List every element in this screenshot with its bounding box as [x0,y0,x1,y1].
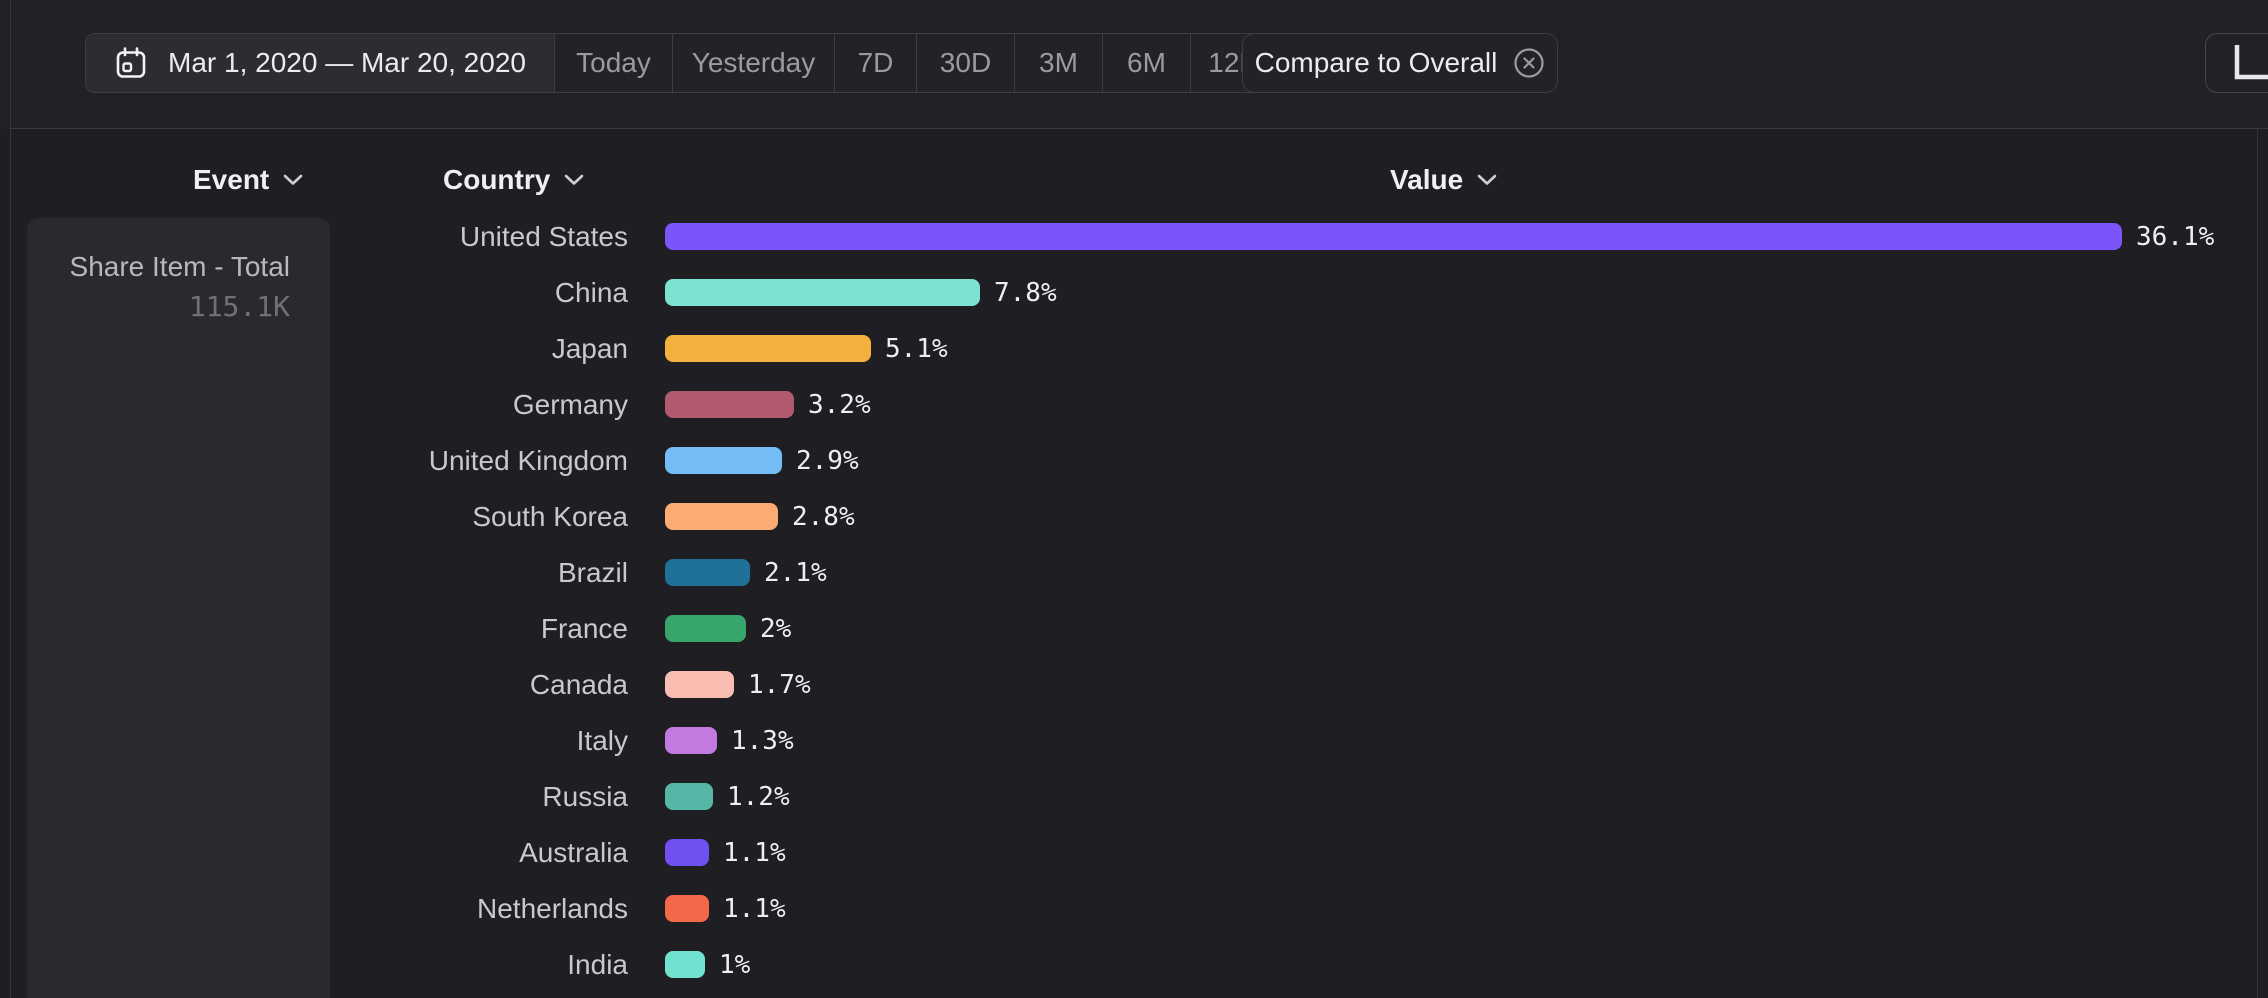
country-label: Japan [551,333,628,364]
value-header-label: Value [1390,164,1464,195]
event-header-label: Event [193,164,270,195]
value-label: 1.1% [723,838,786,868]
country-label: China [554,277,628,308]
country-header-label: Country [443,164,551,195]
country-label: Germany [512,389,628,420]
event-total: 115.1K [188,290,290,323]
value-bar[interactable] [665,223,2122,250]
date-range-group: Mar 1, 2020 — Mar 20, 2020 Today Yesterd… [85,33,1281,93]
value-bar[interactable] [665,279,980,306]
value-label: 1% [719,950,751,980]
value-label: 1.3% [731,726,794,756]
value-label: 5.1% [885,334,948,364]
date-range-label: Mar 1, 2020 — Mar 20, 2020 [168,47,526,78]
country-label: France [540,613,628,644]
table-row: Germany 3.2% [0,389,2268,420]
value-bar[interactable] [665,503,778,530]
toolbar: Mar 1, 2020 — Mar 20, 2020 Today Yesterd… [0,0,2268,129]
preset-yesterday-button[interactable]: Yesterday [673,34,835,92]
value-label: 7.8% [994,278,1057,308]
value-bar[interactable] [665,447,782,474]
country-label: Italy [576,725,628,756]
table-row: France 2% [0,613,2268,644]
value-label: 2.9% [796,446,859,476]
compare-to-overall-button[interactable]: Compare to Overall [1242,33,1558,93]
country-label: South Korea [472,501,628,532]
chevron-down-icon [283,174,303,186]
circle-x-icon[interactable] [1513,47,1545,79]
table-row: Australia 1.1% [0,837,2268,868]
preset-3m-button[interactable]: 3M [1015,34,1103,92]
chart-type-button[interactable] [2205,33,2268,93]
panel-left-border [10,0,11,998]
value-label: 3.2% [808,390,871,420]
value-bar[interactable] [665,727,717,754]
value-bar[interactable] [665,895,709,922]
country-label: United States [459,221,628,252]
country-label: Brazil [557,557,628,588]
event-card[interactable]: Share Item - Total 115.1K [27,218,330,998]
event-name: Share Item - Total [69,251,290,282]
country-label: Canada [529,669,628,700]
value-bar[interactable] [665,559,750,586]
value-bar[interactable] [665,615,746,642]
content-right-border [2257,129,2258,998]
value-bar[interactable] [665,839,709,866]
column-header-value[interactable]: Value [1390,160,1497,200]
column-header-event[interactable]: Event [193,160,303,200]
value-bar[interactable] [665,391,794,418]
table-row: Brazil 2.1% [0,557,2268,588]
country-label: Russia [542,781,628,812]
table-row: Italy 1.3% [0,725,2268,756]
toolbar-divider [10,128,2268,129]
preset-6m-button[interactable]: 6M [1103,34,1191,92]
breakdown-table: Event Country Value Share Item - Total 1… [0,129,2268,998]
value-bar[interactable] [665,671,734,698]
date-range-button[interactable]: Mar 1, 2020 — Mar 20, 2020 [86,34,555,92]
value-label: 2.1% [764,558,827,588]
value-label: 2.8% [792,502,855,532]
column-header-country[interactable]: Country [443,160,584,200]
calendar-icon [114,46,148,80]
value-label: 36.1% [2136,222,2215,252]
value-bar[interactable] [665,783,713,810]
chart-axis-icon [2230,42,2268,84]
country-label: Netherlands [477,893,628,924]
table-row: Canada 1.7% [0,669,2268,700]
chevron-down-icon [564,174,584,186]
value-bar[interactable] [665,335,871,362]
value-label: 1.1% [723,894,786,924]
table-row: India 1% [0,949,2268,980]
value-label: 2% [760,614,792,644]
country-label: United Kingdom [428,445,628,476]
preset-7d-button[interactable]: 7D [835,34,917,92]
value-label: 1.7% [748,670,811,700]
value-bar[interactable] [665,951,705,978]
table-row: United States 36.1% [0,221,2268,252]
country-label: Australia [519,837,628,868]
value-label: 1.2% [727,782,790,812]
table-row: South Korea 2.8% [0,501,2268,532]
compare-to-overall-label: Compare to Overall [1254,47,1498,78]
table-row: Netherlands 1.1% [0,893,2268,924]
table-row: Russia 1.2% [0,781,2268,812]
table-row: United Kingdom 2.9% [0,445,2268,476]
country-label: India [567,949,628,980]
chevron-down-icon [1477,174,1497,186]
table-row: China 7.8% [0,277,2268,308]
preset-30d-button[interactable]: 30D [917,34,1015,92]
preset-today-button[interactable]: Today [555,34,673,92]
table-row: Japan 5.1% [0,333,2268,364]
